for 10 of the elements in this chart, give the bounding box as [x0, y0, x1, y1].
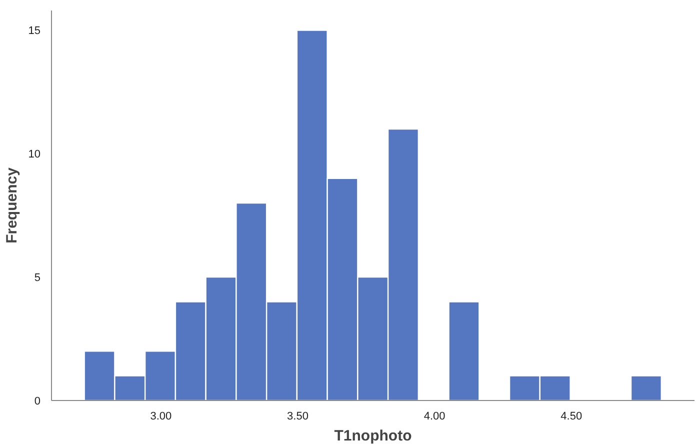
y-tick-label: 5 — [34, 272, 41, 284]
y-tick-label: 0 — [34, 396, 41, 408]
y-axis-title: Frequency — [3, 166, 20, 244]
x-tick-label: 4.00 — [424, 410, 446, 422]
x-tick-label: 3.00 — [150, 410, 172, 422]
y-tick-label: 10 — [28, 148, 41, 161]
x-axis-title: T1nophoto — [334, 428, 412, 444]
x-tick-label: 3.50 — [287, 410, 308, 422]
x-tick-label: 4.50 — [560, 410, 582, 422]
y-tick-label: 15 — [28, 25, 41, 38]
